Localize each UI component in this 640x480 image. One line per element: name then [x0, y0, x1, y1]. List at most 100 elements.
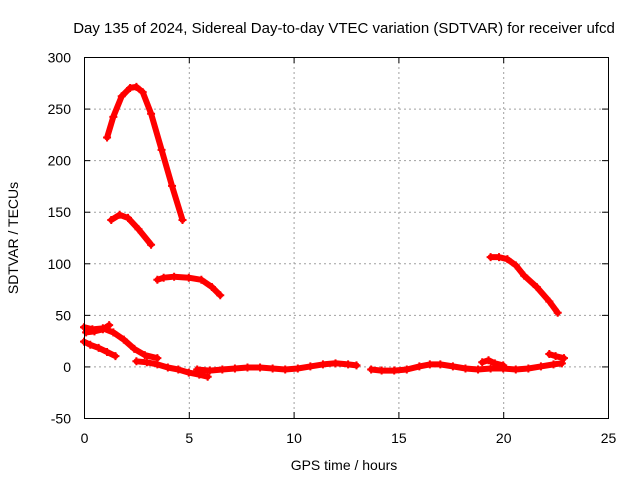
x-tick-label: 0 [81, 430, 89, 446]
data-point [318, 360, 327, 369]
data-point [559, 354, 568, 363]
x-tick-label: 15 [391, 430, 407, 446]
data-point [124, 213, 133, 222]
data-point [153, 275, 162, 284]
data-point [130, 344, 139, 353]
data-point [159, 273, 168, 282]
data-point [94, 343, 103, 352]
x-tick-label: 10 [286, 430, 302, 446]
data-point [281, 365, 290, 374]
data-point [511, 261, 520, 270]
data-point [448, 362, 457, 371]
data-point [140, 351, 149, 360]
data-point [90, 327, 99, 336]
data-point [484, 356, 493, 365]
data-point [147, 240, 156, 249]
data-point [111, 352, 120, 361]
series-line-low-c [83, 322, 113, 336]
data-point [344, 360, 353, 369]
data-point [107, 215, 116, 224]
y-tick-label: 100 [48, 256, 72, 272]
data-point [163, 363, 172, 372]
chart-title: Day 135 of 2024, Sidereal Day-to-day VTE… [73, 20, 615, 37]
data-point [109, 328, 118, 337]
data-point [461, 364, 470, 373]
data-point [551, 352, 560, 361]
data-point [119, 335, 128, 344]
data-point [216, 291, 225, 300]
data-point [138, 88, 147, 97]
data-point [415, 362, 424, 371]
data-point [536, 362, 545, 371]
data-point [553, 308, 562, 317]
data-point [117, 92, 126, 101]
data-point [218, 365, 227, 374]
y-axis-label: SDTVAR / TECUs [5, 182, 21, 294]
y-tick-label: 300 [48, 50, 72, 66]
data-point [367, 365, 376, 374]
data-point [98, 325, 107, 334]
data-point [306, 362, 315, 371]
data-point [486, 364, 495, 373]
data-point [82, 328, 91, 337]
data-point [109, 112, 118, 121]
series-line-arc-mid [108, 211, 155, 248]
data-point [331, 359, 340, 368]
data-point [170, 272, 179, 281]
data-point [132, 82, 141, 91]
data-point [103, 133, 112, 142]
data-point [157, 145, 166, 154]
data-point [495, 253, 504, 262]
x-tick-label: 5 [185, 430, 193, 446]
data-point [532, 283, 541, 292]
y-tick-label: 250 [48, 101, 72, 117]
data-point [132, 357, 141, 366]
data-series [80, 82, 568, 381]
data-point [511, 365, 520, 374]
data-point [205, 366, 214, 375]
data-point [486, 253, 495, 262]
data-point [490, 359, 499, 368]
data-point [168, 181, 177, 190]
data-point [184, 368, 193, 377]
x-tick-label: 25 [601, 430, 617, 446]
data-point [86, 340, 95, 349]
y-tick-label: -50 [51, 411, 71, 427]
data-point [197, 275, 206, 284]
data-point [425, 360, 434, 369]
axis-ticks: 0 5 10 15 20 25 -50 0 50 100 150 200 250 300 [48, 50, 617, 447]
data-point [243, 363, 252, 372]
data-point [524, 364, 533, 373]
data-point [147, 109, 156, 118]
y-tick-label: 200 [48, 153, 72, 169]
data-point [134, 225, 143, 234]
data-point [402, 365, 411, 374]
data-point [178, 215, 187, 224]
plot-frame [84, 57, 609, 419]
data-point [545, 350, 554, 359]
y-tick-label: 50 [55, 307, 71, 323]
data-point [105, 321, 114, 330]
data-point [103, 347, 112, 356]
y-tick-label: 0 [63, 359, 71, 375]
data-point [503, 255, 512, 264]
data-point [478, 358, 487, 367]
data-point [184, 273, 193, 282]
data-point [352, 361, 361, 370]
x-axis-label: GPS time / hours [291, 457, 398, 473]
data-point [256, 363, 265, 372]
data-point [377, 366, 386, 375]
y-tick-label: 150 [48, 204, 72, 220]
data-point [268, 364, 277, 373]
data-point [142, 358, 151, 367]
data-point [520, 271, 529, 280]
data-point [499, 361, 508, 370]
x-tick-label: 20 [496, 430, 512, 446]
data-point [474, 365, 483, 374]
data-point [436, 360, 445, 369]
series-line-arc-high [104, 83, 186, 223]
series-line-late-low [479, 357, 507, 369]
data-point [390, 366, 399, 375]
data-point [230, 364, 239, 373]
